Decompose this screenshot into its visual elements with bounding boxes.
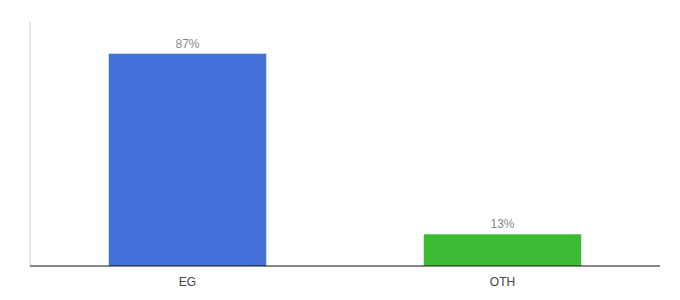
- x-axis-line: [30, 266, 660, 267]
- bars: [109, 54, 582, 266]
- y-axis-line: [30, 22, 31, 266]
- data-label: 87%: [175, 37, 199, 51]
- chart: 87% 13% EG OTH: [0, 0, 680, 300]
- x-tick-label: OTH: [490, 275, 515, 289]
- bar: [109, 54, 267, 266]
- bar: [424, 234, 582, 266]
- data-label: 13%: [490, 217, 514, 231]
- x-tick-label: EG: [179, 275, 196, 289]
- chart-container: 87% 13% EG OTH: [0, 0, 680, 300]
